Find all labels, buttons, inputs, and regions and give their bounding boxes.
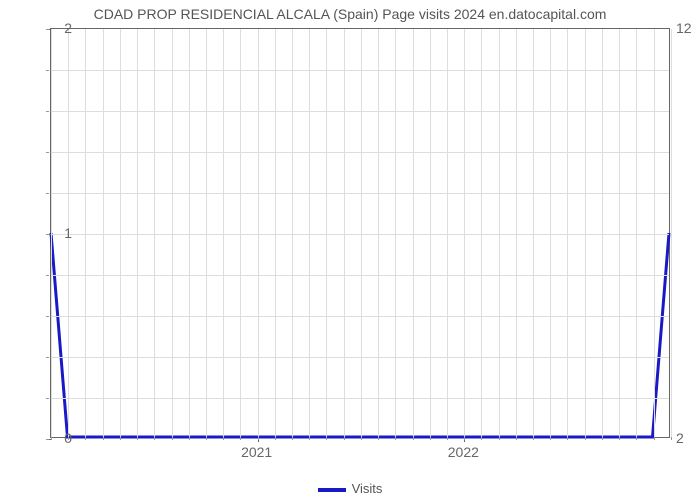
- chart-container: CDAD PROP RESIDENCIAL ALCALA (Spain) Pag…: [0, 0, 700, 500]
- plot-area: [50, 28, 670, 438]
- x-tick-label: 2022: [448, 444, 479, 460]
- y-tick-label: 1: [32, 225, 72, 241]
- chart-title: CDAD PROP RESIDENCIAL ALCALA (Spain) Pag…: [0, 6, 700, 22]
- plot-rect: [50, 28, 670, 438]
- legend-label: Visits: [352, 481, 383, 496]
- y-tick-label-right: 2: [676, 430, 700, 446]
- y-tick-label: 0: [32, 430, 72, 446]
- legend-swatch: [318, 488, 346, 492]
- y-tick-label: 2: [32, 20, 72, 36]
- y-tick-label-right: 12: [676, 20, 700, 36]
- legend: Visits: [0, 481, 700, 496]
- x-tick-label: 2021: [241, 444, 272, 460]
